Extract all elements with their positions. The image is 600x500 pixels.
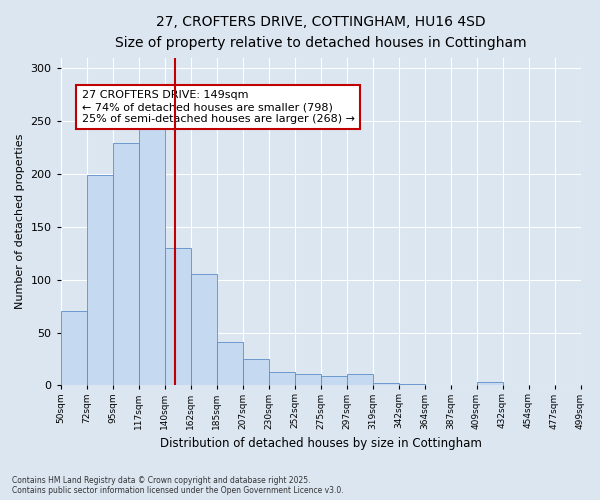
Bar <box>269 372 295 386</box>
X-axis label: Distribution of detached houses by size in Cottingham: Distribution of detached houses by size … <box>160 437 482 450</box>
Bar <box>295 374 320 386</box>
Bar <box>242 359 269 386</box>
Bar <box>347 374 373 386</box>
Bar <box>61 312 86 386</box>
Text: Contains HM Land Registry data © Crown copyright and database right 2025.
Contai: Contains HM Land Registry data © Crown c… <box>12 476 344 495</box>
Bar <box>398 384 425 386</box>
Text: 27 CROFTERS DRIVE: 149sqm
← 74% of detached houses are smaller (798)
25% of semi: 27 CROFTERS DRIVE: 149sqm ← 74% of detac… <box>82 90 355 124</box>
Bar <box>373 383 398 386</box>
Y-axis label: Number of detached properties: Number of detached properties <box>15 134 25 309</box>
Bar <box>320 376 347 386</box>
Bar <box>113 144 139 386</box>
Bar <box>86 175 113 386</box>
Bar <box>191 274 217 386</box>
Title: 27, CROFTERS DRIVE, COTTINGHAM, HU16 4SD
Size of property relative to detached h: 27, CROFTERS DRIVE, COTTINGHAM, HU16 4SD… <box>115 15 526 50</box>
Bar <box>139 128 164 386</box>
Bar <box>217 342 242 386</box>
Bar <box>476 382 503 386</box>
Bar <box>164 248 191 386</box>
